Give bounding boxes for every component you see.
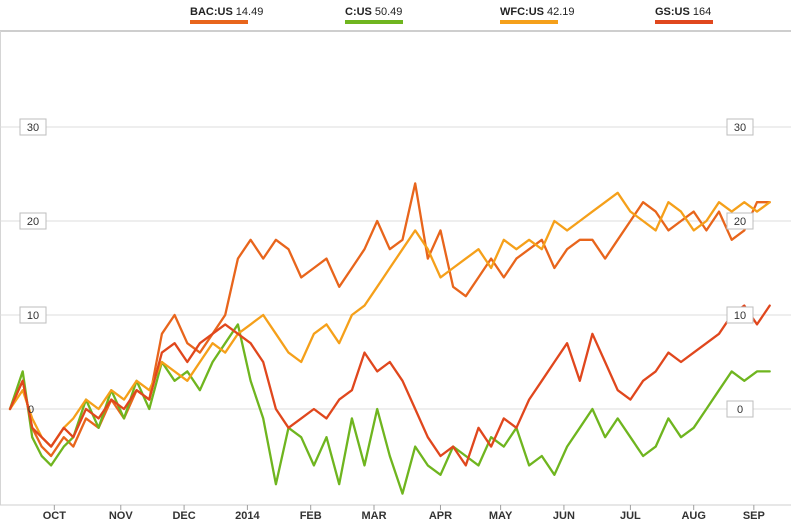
y-tick-label-right: 30 [734,122,746,134]
series-lines [8,182,771,495]
legend-item: BAC:US 14.49 [190,6,263,24]
legend-value: 50.49 [374,6,403,18]
y-tick-box [726,212,754,230]
legend-value: 164 [692,6,712,18]
x-tick-label: MAY [489,510,513,522]
y-tick-box [726,400,754,418]
y-tick-box [19,118,47,136]
x-axis: OCT NOV DEC 2014 FEB MAR APR MAY JUN JUL AUG SEP [43,505,765,522]
legend-swatch [500,20,558,24]
x-tick-label: JUN [553,510,575,522]
legend-swatch [190,20,248,24]
legend-swatch [655,20,713,24]
x-tick-label: APR [429,510,452,522]
series-line-wfc [8,191,771,448]
legend-symbol: C:US [345,6,372,18]
legend-item: C:US 50.49 [345,6,403,24]
x-tick-label: NOV [109,510,134,522]
legend-symbol: WFC:US [500,6,544,18]
y-tick-label-right: 0 [737,404,743,416]
y-tick-box [726,306,754,324]
x-tick-label: DEC [172,510,195,522]
y-tick-label-left: 0 [28,404,34,416]
legend-value: 42.19 [547,6,575,18]
y-tick-box [19,306,47,324]
legend-value: 14.49 [235,6,264,18]
legend-item: GS:US 164 [655,6,713,24]
legend-symbol: BAC:US [190,6,233,18]
y-axis-labels: 0 0 10 10 20 20 30 30 [19,118,754,418]
y-tick-label-left: 20 [27,216,39,228]
y-tick-box [726,118,754,136]
y-tick-label-left: 30 [27,122,39,134]
series-line-c [8,323,771,495]
x-tick-label: AUG [681,510,705,522]
y-tick-label-right: 20 [734,216,746,228]
x-tick-label: SEP [743,510,765,522]
series-line-gs [8,304,771,467]
x-tick-label: FEB [300,510,322,522]
y-tick-box [19,212,47,230]
y-tick-label-left: 10 [27,310,39,322]
y-tick-label-right: 10 [734,310,746,322]
legend-symbol: GS:US [655,6,690,18]
x-tick-label: OCT [43,510,67,522]
y-grid [0,126,791,410]
x-tick-label: MAR [361,510,386,522]
x-tick-label: 2014 [235,510,260,522]
x-tick-label: JUL [620,510,641,522]
legend-swatch [345,20,403,24]
legend-item: WFC:US 42.19 [500,6,575,24]
chart-legend: BAC:US 14.49 C:US 50.49 WFC:US 42.19 GS:US 164 [0,0,791,30]
